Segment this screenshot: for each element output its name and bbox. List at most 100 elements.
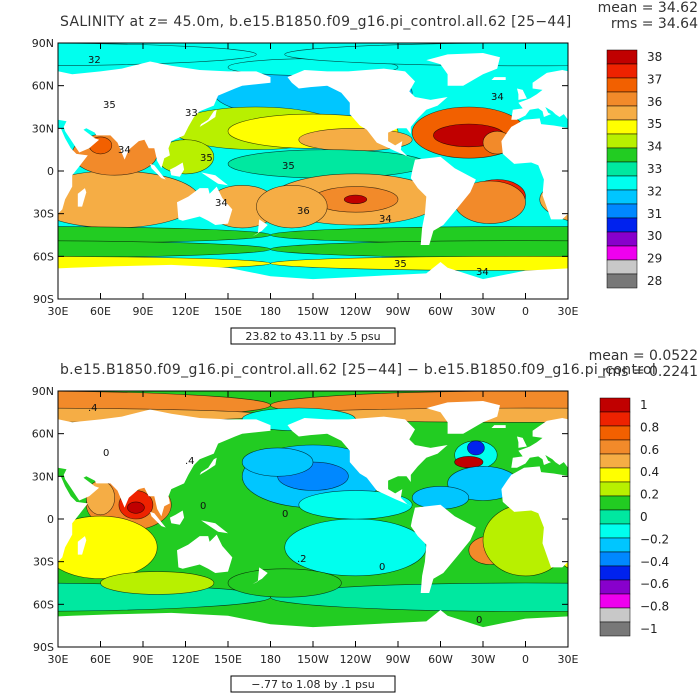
land-mask <box>501 118 568 220</box>
land-mask <box>287 68 448 160</box>
y-tick-label: 60S <box>33 598 54 611</box>
colorbar-label: 38 <box>647 50 662 64</box>
colorbar-swatch <box>599 397 631 413</box>
contour-region <box>0 181 16 224</box>
contour-label: 0 <box>282 509 288 520</box>
land-mask <box>426 53 500 86</box>
land-mask <box>201 520 228 534</box>
colorbar-swatch <box>599 453 631 469</box>
colorbar-label: −0.6 <box>640 577 669 591</box>
x-tick-label: 60W <box>428 653 453 666</box>
land-mask <box>58 61 271 169</box>
contour-label: 0 <box>379 562 385 573</box>
x-tick-label: 180 <box>260 653 281 666</box>
land-mask <box>410 504 476 593</box>
land-mask <box>680 163 694 177</box>
contour-label: 0 <box>200 501 206 512</box>
contour-region <box>58 43 257 66</box>
contour-label: 35 <box>394 259 407 270</box>
contour-region <box>58 170 200 229</box>
y-tick-label: 90S <box>33 293 54 306</box>
colorbar-label: −1 <box>640 622 658 636</box>
colorbar-swatch <box>606 175 638 191</box>
land-mask <box>177 534 233 573</box>
contour-region <box>0 107 16 158</box>
colorbar-swatch <box>606 119 638 135</box>
land-mask <box>270 262 568 299</box>
contour-label: 35 <box>282 161 295 172</box>
x-tick-label: 30W <box>471 305 496 318</box>
colorbar-swatch <box>599 425 631 441</box>
land-mask <box>58 264 271 299</box>
colorbar-swatch <box>606 217 638 233</box>
x-tick-label: 90E <box>133 305 154 318</box>
colorbar-label: −0.4 <box>640 555 669 569</box>
land-mask <box>680 511 694 525</box>
colorbar-label: 0 <box>640 510 648 524</box>
chart-title: SALINITY at z= 45.0m, b.e15.B1850.f09_g1… <box>60 14 572 30</box>
contour-region <box>0 466 8 500</box>
land-mask <box>77 188 87 207</box>
land-mask <box>517 436 527 448</box>
y-tick-label: 0 <box>47 165 54 178</box>
map-area: 32 33 35 34 34 35 35 36 35 34 34 34 <box>0 43 700 299</box>
colorbar-label: 31 <box>647 207 662 221</box>
colorbar-swatch <box>599 411 631 427</box>
land-mask <box>517 88 527 100</box>
contour-region <box>227 149 427 179</box>
x-tick-label: 30E <box>558 305 579 318</box>
contour-label: 32 <box>88 55 101 66</box>
contour-label: 34 <box>491 92 504 103</box>
y-tick-label: 30S <box>33 556 54 569</box>
colorbar-swatch <box>599 607 631 623</box>
colorbar-swatch <box>606 245 638 261</box>
land-mask <box>511 418 568 468</box>
contour-label: 0 <box>476 615 482 626</box>
land-mask <box>58 409 271 517</box>
y-tick-label: 90N <box>32 37 54 50</box>
contour-region <box>0 180 16 214</box>
x-tick-label: 60E <box>90 305 111 318</box>
land-mask <box>252 219 268 237</box>
x-tick-label: 30E <box>48 653 69 666</box>
contour-region <box>270 582 568 612</box>
x-tick-label: 180 <box>260 305 281 318</box>
contour-region <box>298 490 413 520</box>
land-mask <box>660 164 676 180</box>
contour-region <box>227 568 342 598</box>
x-tick-label: 120E <box>172 305 200 318</box>
contour-region <box>667 140 700 174</box>
contour-label: 33 <box>185 108 198 119</box>
colorbar-label: 30 <box>647 229 662 243</box>
contour-region <box>100 571 215 595</box>
contour-label: 34 <box>476 267 489 278</box>
land-mask <box>588 188 597 207</box>
land-mask <box>199 109 217 127</box>
x-tick-label: 90W <box>386 653 411 666</box>
colorbar-swatch <box>599 621 631 637</box>
x-tick-label: 120W <box>340 653 372 666</box>
land-mask <box>501 466 568 568</box>
colorbar-swatch <box>599 495 631 511</box>
difference-panel: b.e15.B1850.f09_g16.pi_control.all.62 [2… <box>0 348 698 693</box>
colorbar-label: 0.2 <box>640 488 659 502</box>
land-mask <box>150 511 166 528</box>
colorbar-label: 0.4 <box>640 465 659 479</box>
land-mask <box>77 536 87 555</box>
contour-region <box>0 536 1 564</box>
contour-region <box>0 131 1 154</box>
contour-region <box>256 185 328 229</box>
contour-range-label: −.77 to 1.08 by .1 psu <box>251 678 374 691</box>
contour-label: 34 <box>215 198 228 209</box>
contour-label: 34 <box>379 214 392 225</box>
range-box <box>230 675 396 693</box>
land-mask <box>410 156 476 245</box>
x-tick-label: 60E <box>90 653 111 666</box>
colorbar-swatch <box>599 537 631 553</box>
land-mask <box>588 536 597 555</box>
colorbar-swatch <box>599 481 631 497</box>
x-tick-label: 150E <box>214 653 242 666</box>
contour-label: .4 <box>88 403 98 414</box>
colorbar-swatch <box>606 189 638 205</box>
